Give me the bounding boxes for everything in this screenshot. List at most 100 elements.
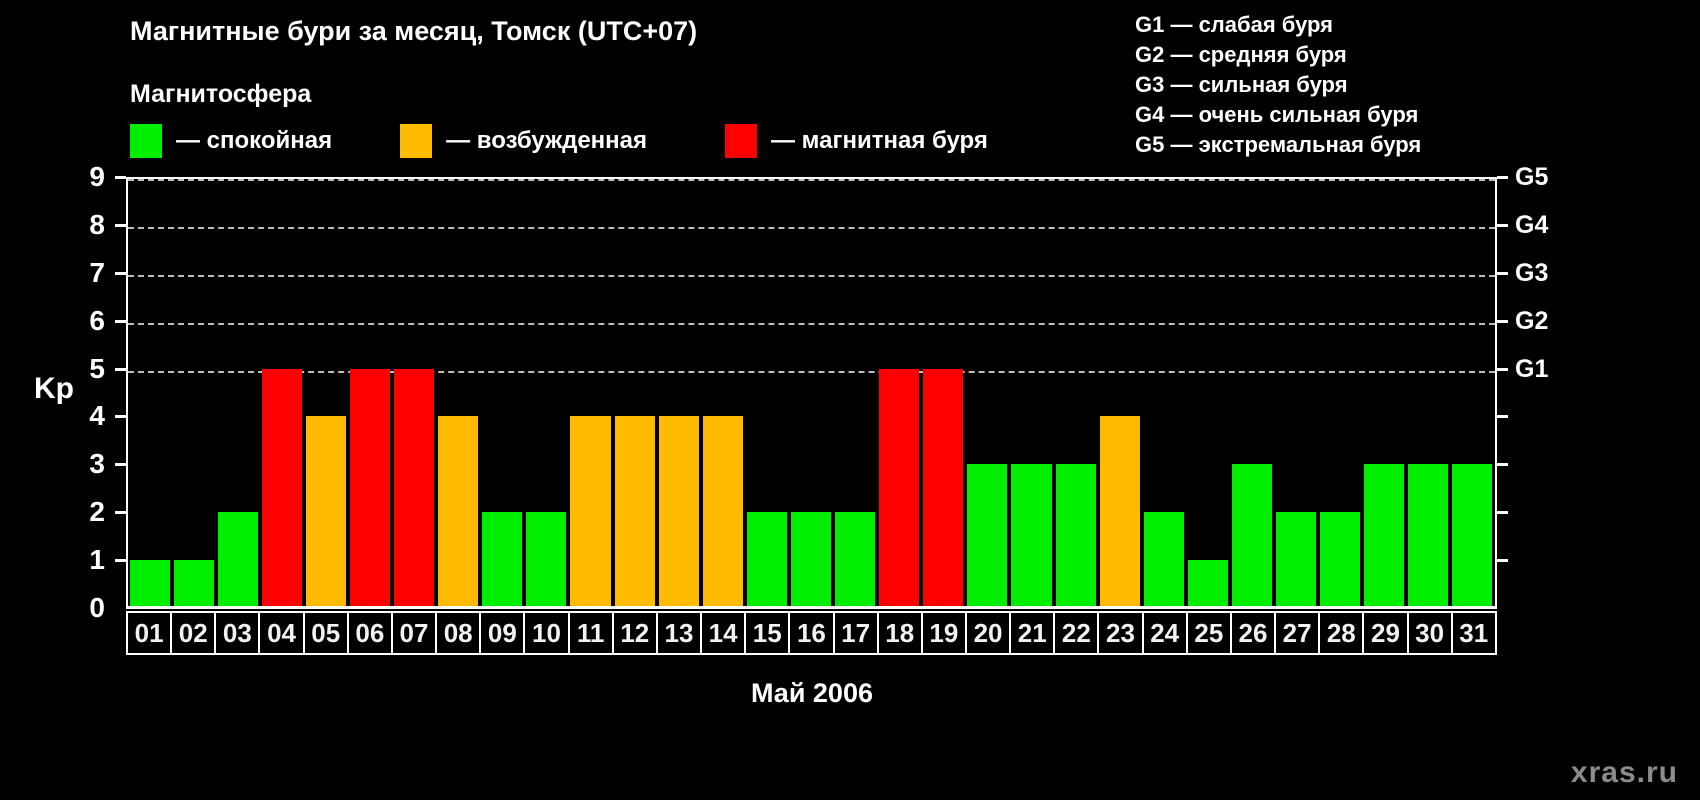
y-tick-8 xyxy=(115,223,126,227)
gridline-kp-7 xyxy=(128,274,1495,277)
day-label-07: 07 xyxy=(393,613,438,653)
g-axis-label-G4: G4 xyxy=(1515,210,1549,239)
y-tick-1 xyxy=(115,559,126,563)
day-label-10: 10 xyxy=(525,613,570,653)
bar-day-03 xyxy=(217,512,258,608)
day-label-30: 30 xyxy=(1409,613,1453,653)
day-label-25: 25 xyxy=(1188,613,1232,653)
y-axis-label-5: 5 xyxy=(89,352,105,384)
x-axis-line xyxy=(126,606,1497,609)
bar-day-16 xyxy=(790,512,832,608)
day-label-29: 29 xyxy=(1364,613,1409,653)
day-label-11: 11 xyxy=(570,613,614,653)
day-label-04: 04 xyxy=(260,613,305,653)
day-label-09: 09 xyxy=(481,613,526,653)
day-label-27: 27 xyxy=(1276,613,1321,653)
bar-day-11 xyxy=(570,416,611,608)
bar-day-01 xyxy=(129,560,170,608)
bar-day-22 xyxy=(1055,464,1096,608)
legend-label-quiet: — спокойная xyxy=(176,127,333,154)
gridlines xyxy=(128,179,1495,608)
page-title: Магнитные бури за месяц, Томск (UTC+07) xyxy=(130,16,698,46)
y-tick-right-5 xyxy=(1497,367,1508,371)
y-axis-label-9: 9 xyxy=(89,161,105,192)
legend-heading: Магнитосфера xyxy=(130,80,312,108)
y-tick-5 xyxy=(115,367,126,371)
g-scale-line-g2: G2 — средняя буря xyxy=(1135,42,1347,67)
bar-day-26 xyxy=(1231,464,1272,608)
y-axis-label-0: 0 xyxy=(89,592,105,623)
y-axis-label-7: 7 xyxy=(89,256,105,288)
bar-day-18 xyxy=(879,368,920,608)
day-label-21: 21 xyxy=(1011,613,1056,653)
day-label-13: 13 xyxy=(658,613,703,653)
bar-day-06 xyxy=(349,368,391,608)
bar-day-20 xyxy=(967,464,1008,608)
y-tick-right-9 xyxy=(1497,176,1508,179)
legend-swatch-storm-icon xyxy=(725,124,758,158)
y-tick-right-4 xyxy=(1497,415,1508,419)
y-axis-label-2: 2 xyxy=(89,496,105,528)
legend-label-unsettled: — возбужденная xyxy=(446,127,648,154)
day-label-31: 31 xyxy=(1459,617,1489,648)
day-label-24: 24 xyxy=(1144,613,1188,653)
g-scale-line-g5: G5 — экстремальная буря xyxy=(1135,132,1422,157)
day-label-17: 17 xyxy=(835,613,879,653)
day-label-12: 12 xyxy=(614,613,658,653)
g-axis-label-G5: G5 xyxy=(1515,163,1549,191)
day-label-15: 15 xyxy=(746,613,791,653)
y-tick-3 xyxy=(115,463,126,467)
g-axis-label-G2: G2 xyxy=(1515,306,1549,335)
y-tick-right-1 xyxy=(1497,559,1508,563)
legend-swatch-quiet-icon xyxy=(130,124,162,158)
y-tick-right-8 xyxy=(1497,223,1508,227)
bar-day-21 xyxy=(1011,464,1052,608)
bar-day-07 xyxy=(394,368,435,608)
y-axis-label-8: 8 xyxy=(89,208,105,240)
y-tick-9 xyxy=(115,176,126,179)
gridline-kp-6 xyxy=(128,322,1495,325)
bar-day-05 xyxy=(305,416,346,608)
bar-day-14 xyxy=(702,416,743,608)
day-label-22: 22 xyxy=(1055,613,1100,653)
bar-day-04 xyxy=(261,368,302,608)
legend-item-quiet: — спокойная xyxy=(130,122,332,160)
bar-day-08 xyxy=(438,416,479,608)
g-axis-label-G1: G1 xyxy=(1515,354,1549,383)
day-label-03: 03 xyxy=(216,613,261,653)
day-label-16: 16 xyxy=(790,613,835,653)
y-axis-label-3: 3 xyxy=(89,448,105,480)
bar-day-19 xyxy=(923,368,964,608)
bar-day-24 xyxy=(1143,512,1184,608)
day-labels-row: 01 02 03 04 05 06 07 08 09 10 11 12 13 14 15 16 17 18 19 20… xyxy=(126,611,1497,655)
g-scale-line-g4: G4 — очень сильная буря xyxy=(1135,102,1419,127)
day-label-23: 23 xyxy=(1099,613,1144,653)
day-label-18: 18 xyxy=(879,613,923,653)
magnetosphere-legend: — спокойная — возбужденная — магнитная б… xyxy=(130,122,988,160)
day-label-08: 08 xyxy=(437,613,482,653)
watermark: xras.ru xyxy=(1570,756,1678,789)
bar-day-31 xyxy=(1452,464,1493,608)
day-label-01: 01 xyxy=(128,613,173,653)
g-scale-legend: G1 — слабая буря G2 — средняя буря G3 — … xyxy=(1135,10,1421,160)
bar-day-27 xyxy=(1276,512,1317,608)
day-label-28: 28 xyxy=(1320,613,1365,653)
legend-label-storm: — магнитная буря xyxy=(771,127,988,154)
bar-day-09 xyxy=(482,512,523,608)
y-tick-2 xyxy=(115,511,126,515)
y-tick-right-2 xyxy=(1497,511,1508,515)
y-axis-label-6: 6 xyxy=(89,304,105,336)
bar-day-02 xyxy=(173,560,214,608)
legend-item-storm: — магнитная буря xyxy=(725,122,988,160)
bar-day-25 xyxy=(1187,560,1228,608)
y-tick-4 xyxy=(115,415,126,419)
day-label-02: 02 xyxy=(172,613,217,653)
gridline-kp-5 xyxy=(128,370,1495,373)
y-tick-right-6 xyxy=(1497,319,1508,323)
day-label-26: 26 xyxy=(1232,613,1277,653)
bar-day-29 xyxy=(1364,464,1405,608)
bar-day-15 xyxy=(746,512,787,608)
bar-day-30 xyxy=(1408,464,1449,608)
g-scale-line-g1: G1 — слабая буря xyxy=(1135,12,1334,37)
bar-series xyxy=(128,177,1495,608)
